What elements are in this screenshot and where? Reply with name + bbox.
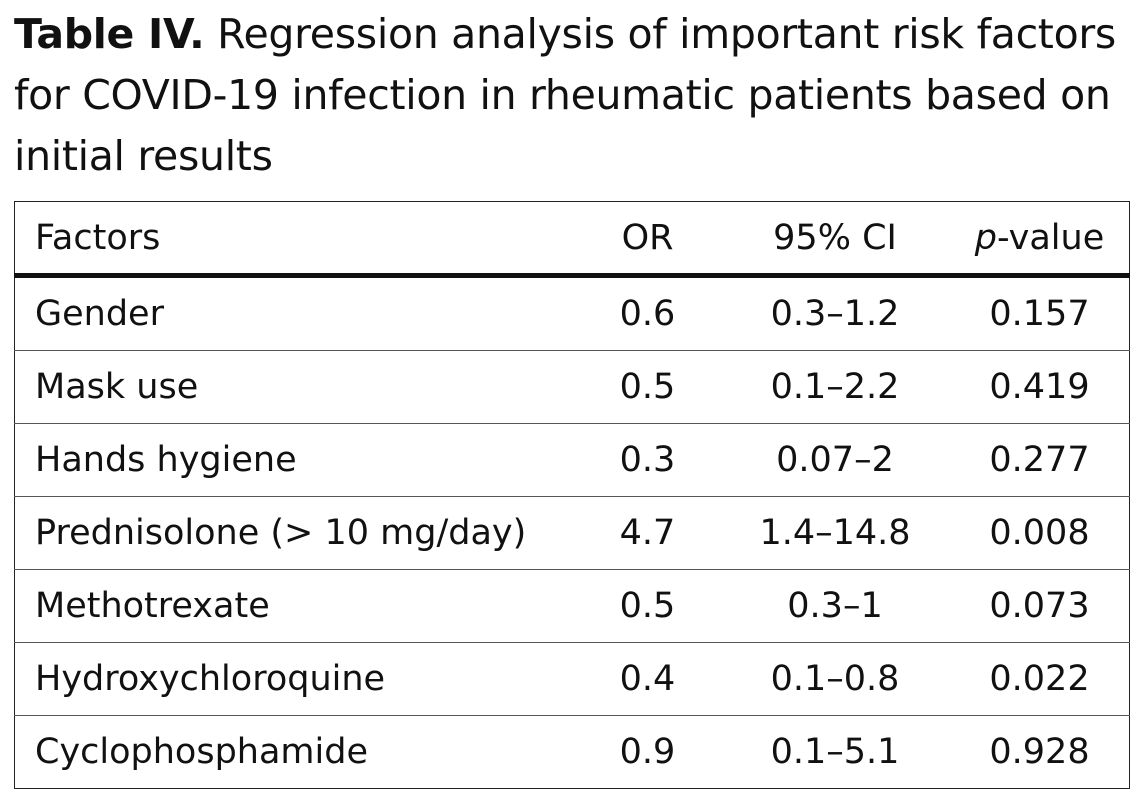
cell-ci: 1.4–14.8 <box>720 496 950 570</box>
regression-table: Factors OR 95% CI p-value Gender 0.6 0.3… <box>14 201 1130 789</box>
cell-p-value: 0.928 <box>989 732 1090 772</box>
cell-p-value: 0.277 <box>950 423 1130 497</box>
cell-factor: Hands hygiene <box>14 423 575 497</box>
header-p-italic: p <box>974 217 997 258</box>
cell-factor: Hydroxychloroquine <box>14 642 575 716</box>
header-p-value: p-value <box>950 201 1130 278</box>
cell-p-value: 0.073 <box>950 569 1130 643</box>
header-row: Factors OR 95% CI p-value <box>14 201 1130 278</box>
cell-ci: 0.3–1.2 <box>720 275 950 351</box>
table-row: Hands hygiene 0.3 0.07–2 0.277 <box>14 423 1130 497</box>
cell-p-value: 0.419 <box>950 350 1130 424</box>
header-p-rest: -value <box>996 217 1105 258</box>
cell-ci: 0.1–0.8 <box>720 642 950 716</box>
header-factors: Factors <box>14 201 575 278</box>
table-row: Cyclophosphamide 0.9 0.1–5.1 0.928 <box>15 716 1130 789</box>
cell-p-value: 0.157 <box>950 275 1130 351</box>
table-caption-label: Table IV. <box>14 10 205 58</box>
table-row: Mask use 0.5 0.1–2.2 0.419 <box>14 350 1130 424</box>
cell-or: 0.3 <box>575 423 720 497</box>
cell-ci: 0.3–1 <box>720 569 950 643</box>
table-caption-text: Regression analysis of important risk fa… <box>14 10 1116 180</box>
cell-p-value: 0.022 <box>950 642 1130 716</box>
cell-or: 0.6 <box>575 275 720 351</box>
cell-factor: Gender <box>14 275 575 351</box>
cell-or: 0.5 <box>575 569 720 643</box>
cell-factor: Cyclophosphamide <box>35 732 368 772</box>
table-caption: Table IV. Regression analysis of importa… <box>14 4 1130 187</box>
cell-ci: 0.1–2.2 <box>720 350 950 424</box>
cell-or: 0.5 <box>575 350 720 424</box>
cell-p-value: 0.008 <box>950 496 1130 570</box>
table-header: Factors OR 95% CI p-value <box>14 201 1130 278</box>
cell-or: 0.9 <box>619 732 676 772</box>
cell-ci: 0.07–2 <box>720 423 950 497</box>
table-row: Prednisolone (> 10 mg/day) 4.7 1.4–14.8 … <box>14 496 1130 570</box>
table-body: Gender 0.6 0.3–1.2 0.157 Mask use 0.5 0.… <box>14 275 1130 789</box>
cell-ci: 0.1–5.1 <box>770 732 900 772</box>
cell-factor: Prednisolone (> 10 mg/day) <box>14 496 575 570</box>
header-ci: 95% CI <box>720 201 950 278</box>
cell-factor: Methotrexate <box>14 569 575 643</box>
table-row: Methotrexate 0.5 0.3–1 0.073 <box>14 569 1130 643</box>
table-row: Gender 0.6 0.3–1.2 0.157 <box>14 275 1130 351</box>
table-row: Hydroxychloroquine 0.4 0.1–0.8 0.022 <box>14 642 1130 716</box>
cell-factor: Mask use <box>14 350 575 424</box>
header-or: OR <box>575 201 720 278</box>
cell-or: 0.4 <box>575 642 720 716</box>
cell-or: 4.7 <box>575 496 720 570</box>
